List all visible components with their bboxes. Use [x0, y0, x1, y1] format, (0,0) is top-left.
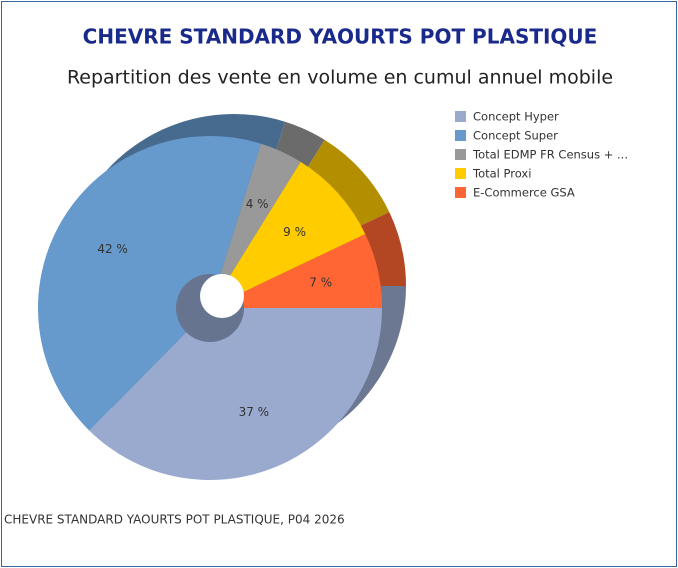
legend-label: Total Proxi [472, 167, 531, 181]
chart-title: CHEVRE STANDARD YAOURTS POT PLASTIQUE [83, 25, 598, 49]
slice [37, 135, 262, 431]
legend-label: Concept Hyper [473, 110, 559, 124]
chart-subtitle: Repartition des vente en volume en cumul… [67, 67, 613, 89]
legend-swatch [455, 130, 466, 141]
legend-swatch [455, 187, 466, 198]
slice [210, 143, 301, 308]
slice [210, 234, 382, 308]
slice [89, 308, 383, 481]
data-label: 9 % [283, 225, 306, 239]
data-label: 4 % [246, 197, 269, 211]
data-label: 37 % [239, 405, 270, 419]
data-label: 42 % [97, 242, 128, 256]
center-hole [200, 274, 244, 318]
legend-label: Total EDMP FR Census + ... [472, 148, 628, 162]
footer: CHEVRE STANDARD YAOURTS POT PLASTIQUE, P… [4, 513, 345, 527]
legend-swatch [455, 168, 466, 179]
data-label: 7 % [309, 275, 332, 289]
legend-swatch [455, 111, 466, 122]
slice [210, 161, 366, 308]
legend-swatch [455, 149, 466, 160]
legend-label: E-Commerce GSA [473, 186, 575, 200]
legend-label: Concept Super [473, 129, 558, 143]
